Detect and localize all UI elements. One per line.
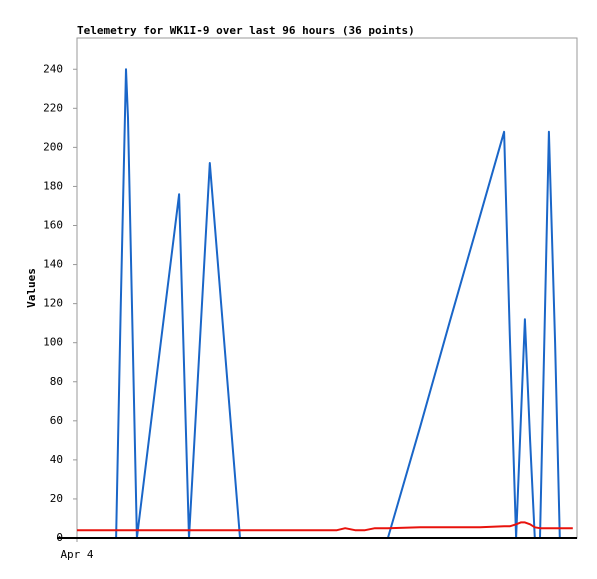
y-tick-label: 120 xyxy=(43,297,63,310)
series-line xyxy=(77,68,573,539)
y-tick-label: 140 xyxy=(43,258,63,271)
y-axis-label: Values xyxy=(25,268,38,308)
y-tick-label: 220 xyxy=(43,101,63,114)
y-tick-label: 60 xyxy=(50,414,63,427)
y-tick-label: 180 xyxy=(43,179,63,192)
y-tick-label: 80 xyxy=(50,375,63,388)
series-line xyxy=(77,521,573,532)
y-tick-label: 20 xyxy=(50,492,63,505)
x-tick-label: Apr 4 xyxy=(60,548,93,561)
chart-title: Telemetry for WK1I-9 over last 96 hours … xyxy=(77,24,415,37)
y-tick-label: 240 xyxy=(43,62,63,75)
y-tick-label: 40 xyxy=(50,453,63,466)
plot-frame xyxy=(76,37,578,539)
y-tick-label: 200 xyxy=(43,140,63,153)
y-tick-label: 160 xyxy=(43,219,63,232)
y-tick-label: 100 xyxy=(43,336,63,349)
